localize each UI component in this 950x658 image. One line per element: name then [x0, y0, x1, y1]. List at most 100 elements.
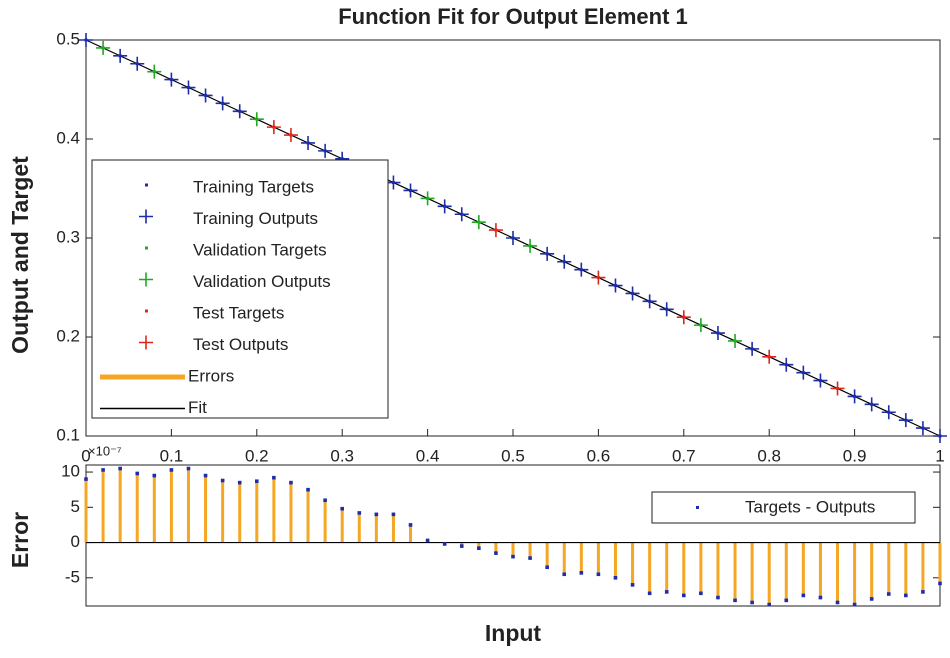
data-marker: [386, 175, 401, 190]
y-axis-label: Error: [7, 512, 33, 568]
error-point: [664, 590, 669, 594]
error-point: [716, 595, 720, 600]
data-marker: [506, 231, 520, 245]
data-marker: [693, 318, 708, 333]
error-point: [852, 602, 857, 607]
data-marker: [676, 310, 691, 325]
legend-label: Training Outputs: [193, 209, 318, 228]
error-point: [442, 542, 447, 546]
data-marker: [881, 405, 896, 420]
error-point: [886, 592, 891, 596]
error-point: [391, 512, 396, 517]
error-point: [237, 480, 242, 485]
legend-label: Test Outputs: [193, 335, 288, 354]
x-tick-label: 0.4: [416, 446, 440, 465]
data-marker: [181, 80, 196, 95]
error-point: [750, 600, 754, 605]
data-marker: [813, 373, 828, 388]
error-point: [135, 471, 140, 476]
data-marker: [96, 40, 111, 55]
x-tick-label: 0.2: [245, 446, 269, 465]
y-tick-label: 10: [61, 462, 80, 481]
data-marker: [113, 48, 128, 63]
error-point: [425, 538, 430, 543]
error-point: [220, 478, 225, 483]
y-tick-label: -5: [65, 567, 80, 586]
error-point: [767, 602, 771, 607]
y-axis-label: Output and Target: [7, 156, 33, 354]
x-tick-label: 0.7: [672, 446, 696, 465]
legend-swatch: [145, 246, 148, 250]
error-point: [203, 473, 208, 478]
legend-label: Targets - Outputs: [745, 497, 875, 516]
chart-title: Function Fit for Output Element 1: [338, 4, 688, 29]
data-marker: [147, 64, 162, 79]
error-point: [357, 511, 362, 515]
data-marker: [933, 429, 947, 443]
axis-exponent: ×10⁻⁷: [88, 443, 122, 458]
x-tick-label: 0: [81, 446, 90, 465]
data-marker: [796, 365, 811, 380]
error-point: [289, 480, 293, 485]
y-tick-label: 0: [71, 532, 80, 551]
legend-label: Fit: [188, 398, 207, 417]
error-point: [921, 590, 925, 594]
data-marker: [471, 215, 486, 230]
x-axis-label: Input: [485, 620, 542, 646]
data-marker: [198, 88, 213, 103]
y-tick-label: 0.4: [56, 128, 80, 147]
error-point: [306, 487, 310, 492]
x-tick-label: 0.6: [587, 446, 611, 465]
data-marker: [420, 191, 435, 206]
error-point: [152, 473, 157, 478]
data-marker: [454, 207, 469, 222]
data-marker: [301, 135, 316, 150]
data-marker: [847, 389, 862, 404]
error-point: [101, 468, 105, 472]
data-marker: [779, 357, 794, 372]
data-marker: [318, 143, 333, 158]
error-point: [511, 554, 515, 559]
error-point: [340, 506, 344, 511]
data-marker: [79, 33, 93, 47]
x-tick-label: 0.8: [757, 446, 781, 465]
y-tick-label: 0.3: [56, 227, 80, 246]
data-marker: [830, 381, 845, 396]
data-marker: [266, 120, 281, 135]
error-point: [869, 597, 874, 601]
error-point: [835, 600, 840, 605]
data-marker: [215, 96, 230, 111]
x-tick-label: 0.5: [501, 446, 525, 465]
error-point: [784, 598, 789, 603]
data-marker: [710, 326, 725, 341]
legend-label: Training Targets: [193, 177, 314, 196]
x-tick-label: 0.3: [330, 446, 354, 465]
error-point: [818, 595, 823, 600]
error-point: [682, 593, 686, 598]
error-point: [699, 591, 703, 596]
error-point: [84, 477, 88, 481]
error-point: [801, 593, 806, 598]
error-point: [374, 512, 379, 517]
x-tick-label: 0.1: [160, 446, 184, 465]
error-point: [255, 479, 259, 484]
y-tick-label: 0.2: [56, 326, 80, 345]
data-marker: [574, 262, 589, 277]
data-marker: [642, 294, 657, 309]
data-marker: [915, 421, 930, 436]
legend-swatch: [139, 272, 153, 287]
legend-swatch: [139, 335, 153, 350]
data-marker: [898, 413, 913, 428]
data-marker: [864, 397, 879, 412]
data-marker: [437, 199, 452, 214]
error-point: [186, 466, 191, 471]
data-marker: [659, 302, 674, 317]
y-tick-label: 0.5: [56, 29, 80, 48]
y-tick-label: 5: [71, 497, 80, 516]
error-point: [733, 598, 737, 603]
data-marker: [625, 286, 640, 301]
legend-label: Validation Outputs: [193, 272, 331, 291]
legend-label: Errors: [188, 366, 234, 385]
